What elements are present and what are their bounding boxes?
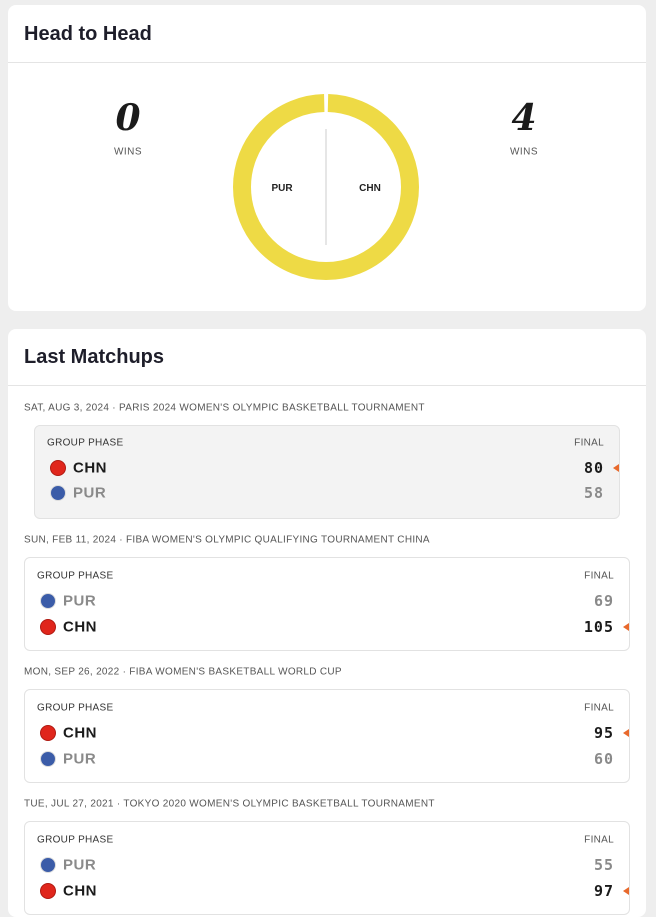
donut-segment xyxy=(233,94,419,280)
status: FINAL xyxy=(574,437,604,449)
team-name: CHN xyxy=(73,459,107,477)
phase: GROUP PHASE xyxy=(37,702,114,714)
winner-marker xyxy=(623,623,629,631)
status: FINAL xyxy=(584,570,614,582)
divider xyxy=(8,62,646,63)
team-label: CHN xyxy=(359,183,381,194)
match-box[interactable]: GROUP PHASE FINAL PUR 55 CHN 97 xyxy=(24,821,630,915)
team-label: PUR xyxy=(271,183,293,194)
score: 105 xyxy=(583,618,614,636)
score: 60 xyxy=(593,750,614,768)
match-header: TUE, JUL 27, 2021 · TOKYO 2020 WOMEN'S O… xyxy=(24,798,435,810)
team-name: PUR xyxy=(63,856,97,874)
flag-icon xyxy=(40,725,56,741)
score: 58 xyxy=(583,484,604,502)
flag-icon xyxy=(40,619,56,635)
donut: PUR CHN xyxy=(233,94,419,280)
team-name: CHN xyxy=(63,618,97,636)
flag-icon xyxy=(40,751,56,767)
team-name: CHN xyxy=(63,882,97,900)
wins-count: 4 xyxy=(511,97,537,139)
team-name: PUR xyxy=(73,484,107,502)
match-header: MON, SEP 26, 2022 · FIBA WOMEN'S BASKETB… xyxy=(24,666,342,678)
phase: GROUP PHASE xyxy=(37,834,114,846)
flag-icon xyxy=(40,593,56,609)
score: 97 xyxy=(593,882,614,900)
flag-icon xyxy=(40,883,56,899)
wins-label: WINS xyxy=(509,146,539,158)
match-header: SAT, AUG 3, 2024 · PARIS 2024 WOMEN'S OL… xyxy=(24,402,425,414)
flag-icon xyxy=(50,485,66,501)
winner-marker xyxy=(623,887,629,895)
wins-count: 0 xyxy=(115,97,141,139)
flag-icon xyxy=(40,857,56,873)
card-title: Last Matchups xyxy=(24,346,165,368)
status: FINAL xyxy=(584,702,614,714)
match-box[interactable]: GROUP PHASE FINAL PUR 69 CHN 105 xyxy=(24,557,630,651)
match-box[interactable]: GROUP PHASE FINAL CHN 80 PUR 58 xyxy=(34,425,620,519)
head-to-head-card: Head to Head PUR CHN 0 WINS 4 WINS xyxy=(8,5,646,311)
team-name: CHN xyxy=(63,724,97,742)
wins-label: WINS xyxy=(113,146,143,158)
match-box[interactable]: GROUP PHASE FINAL CHN 95 PUR 60 xyxy=(24,689,630,783)
team-name: PUR xyxy=(63,592,97,610)
phase: GROUP PHASE xyxy=(37,570,114,582)
flag-icon xyxy=(50,460,66,476)
score: 95 xyxy=(593,724,614,742)
score: 69 xyxy=(593,592,614,610)
winner-marker xyxy=(613,464,619,472)
phase: GROUP PHASE xyxy=(47,437,124,449)
match-header: SUN, FEB 11, 2024 · FIBA WOMEN'S OLYMPIC… xyxy=(24,534,430,546)
score: 55 xyxy=(593,856,614,874)
status: FINAL xyxy=(584,834,614,846)
divider xyxy=(8,385,646,386)
last-matchups-card: Last Matchups SAT, AUG 3, 2024 · PARIS 2… xyxy=(8,329,646,917)
card-title: Head to Head xyxy=(24,23,152,45)
winner-marker xyxy=(623,729,629,737)
score: 80 xyxy=(583,459,604,477)
team-name: PUR xyxy=(63,750,97,768)
